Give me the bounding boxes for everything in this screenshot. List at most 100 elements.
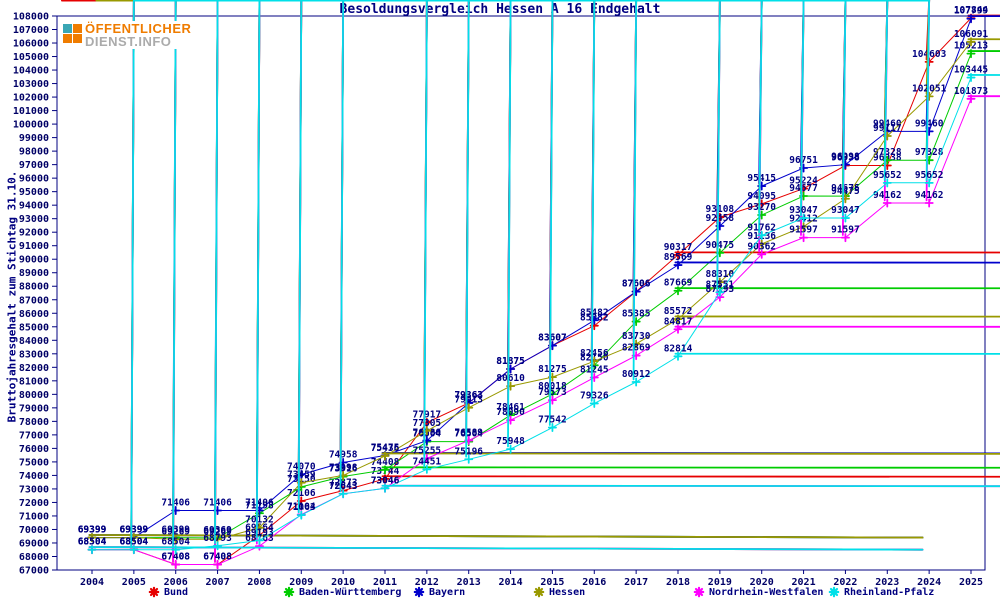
- point-value-label: 73998: [329, 462, 358, 473]
- legend-item-rheinland-pfalz: Rheinland-Pfalz: [828, 586, 934, 598]
- logo-line2: DIENST.INFO: [85, 34, 172, 49]
- point-value-label: 67408: [203, 551, 232, 562]
- point-value-label: 71406: [245, 497, 274, 508]
- point-value-label: 76589: [454, 427, 483, 438]
- point-value-label: 99117: [873, 123, 902, 134]
- legend-marker-icon: [148, 586, 160, 598]
- point-value-label: 82814: [664, 343, 693, 354]
- point-value-label: 68504: [120, 537, 149, 548]
- point-value-label: 92458: [706, 213, 735, 224]
- svg-text:105000: 105000: [13, 52, 49, 63]
- point-value-label: 71063: [287, 502, 316, 513]
- data-point-marker: [380, 483, 1000, 493]
- svg-text:108000: 108000: [13, 12, 49, 23]
- point-value-label: 82456: [580, 348, 609, 359]
- point-value-label: 96751: [789, 155, 818, 166]
- chart-title: Besoldungsvergleich Hessen A 16 Endgehal…: [339, 2, 661, 17]
- data-point-marker: [673, 260, 1000, 270]
- data-point-marker: [319, 0, 599, 325]
- data-point-marker: [673, 351, 1000, 361]
- point-value-label: 106091: [954, 29, 989, 40]
- data-point-marker: [95, 0, 934, 101]
- svg-text:103000: 103000: [13, 79, 49, 90]
- data-point-marker: [380, 451, 1000, 461]
- legend-label: Bund: [164, 586, 189, 598]
- svg-text:2006: 2006: [164, 577, 188, 588]
- point-value-label: 71198: [245, 500, 274, 511]
- point-value-label: 94675: [831, 183, 860, 194]
- point-value-label: 94677: [789, 183, 818, 194]
- svg-text:2025: 2025: [959, 577, 983, 588]
- legend-marker-icon: [693, 586, 705, 598]
- point-value-label: 75475: [371, 442, 400, 453]
- data-point-marker: [364, 0, 599, 370]
- data-point-marker: [163, 0, 850, 170]
- data-point-marker: [376, 0, 599, 383]
- data-point-marker: [242, 0, 767, 249]
- point-value-label: 101873: [954, 86, 989, 97]
- data-point-marker: [130, 0, 934, 136]
- data-point-marker: [324, 0, 599, 331]
- point-value-label: 72873: [329, 478, 358, 489]
- svg-text:85000: 85000: [19, 322, 49, 333]
- svg-text:2010: 2010: [331, 577, 355, 588]
- legend-item-baden-w-rttemberg: Baden-Württemberg: [283, 586, 401, 598]
- point-value-label: 68504: [120, 537, 149, 548]
- series-line: [92, 77, 972, 551]
- point-value-label: 75255: [413, 445, 442, 456]
- point-value-label: 90317: [664, 242, 693, 253]
- data-point-marker: [159, 0, 892, 165]
- data-point-marker: [673, 324, 1000, 334]
- data-point-marker: [291, 0, 725, 297]
- data-point-marker: [673, 250, 1000, 260]
- point-value-label: 94095: [747, 191, 776, 202]
- svg-text:72000: 72000: [19, 498, 49, 509]
- point-value-label: 83607: [538, 333, 567, 344]
- point-value-label: 93270: [747, 202, 776, 213]
- point-value-label: 94475: [831, 186, 860, 197]
- data-point-marker: [187, 0, 809, 194]
- data-point-marker: [185, 0, 767, 191]
- svg-text:101000: 101000: [13, 106, 49, 117]
- series-rheinland-pfalz: 68504 68504 68504 68793 69193 71063 72643 73046…: [78, 0, 1000, 555]
- svg-text:102000: 102000: [13, 93, 49, 104]
- point-value-label: 68504: [78, 537, 107, 548]
- point-value-label: 79363: [454, 390, 483, 401]
- point-value-label: 71406: [161, 497, 190, 508]
- point-value-label: 81245: [580, 365, 609, 376]
- point-value-label: 97328: [915, 147, 944, 158]
- data-point-marker: [966, 37, 1000, 47]
- point-value-label: 74451: [413, 456, 442, 467]
- data-point-marker: [422, 0, 460, 463]
- point-value-label: 81875: [496, 356, 525, 367]
- data-point-marker: [159, 0, 934, 165]
- data-point-marker: [402, 0, 599, 408]
- point-value-label: 72643: [329, 481, 358, 492]
- point-value-label: 75948: [496, 436, 525, 447]
- point-value-label: 69269: [161, 526, 190, 537]
- svg-text:80000: 80000: [19, 390, 49, 401]
- data-point-marker: [338, 0, 477, 480]
- point-value-label: 95224: [789, 176, 818, 187]
- data-point-marker: [202, 0, 892, 208]
- data-point-marker: [402, 0, 474, 408]
- data-point-marker: [171, 0, 566, 569]
- svg-text:88000: 88000: [19, 282, 49, 293]
- point-value-label: 69193: [245, 527, 274, 538]
- data-point-marker: [354, 0, 641, 361]
- point-value-label: 94162: [915, 190, 944, 201]
- point-value-label: 69399: [120, 525, 149, 536]
- point-value-label: 69269: [203, 526, 232, 537]
- series-line: [92, 53, 972, 539]
- svg-text:68000: 68000: [19, 552, 49, 563]
- point-value-label: 81275: [538, 364, 567, 375]
- point-value-label: 83730: [622, 331, 651, 342]
- data-point-marker: [234, 0, 767, 240]
- oeffentlicher-dienst-logo[interactable]: ÖFFENTLICHER DIENST.INFO: [60, 21, 195, 49]
- data-point-marker: [171, 0, 566, 569]
- point-value-label: 73916: [329, 464, 358, 475]
- point-value-label: 73046: [371, 475, 400, 486]
- data-point-marker: [380, 465, 1000, 475]
- data-point-marker: [344, 0, 557, 351]
